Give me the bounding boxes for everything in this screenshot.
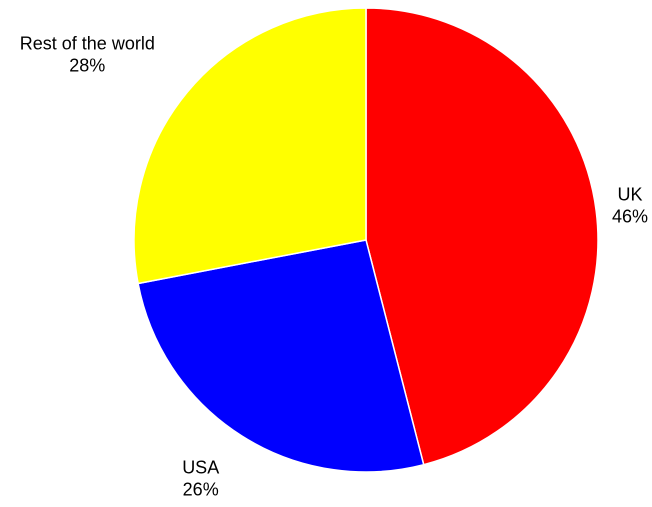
pie-label-name: USA — [182, 457, 219, 477]
pie-label-name: UK — [617, 185, 642, 205]
pie-slice-rest-of-the-world — [133, 7, 367, 285]
pie-slice-usa — [137, 239, 425, 473]
pie-label-value: 28% — [69, 55, 105, 75]
pie-slices — [133, 7, 599, 473]
pie-label-value: 46% — [612, 207, 648, 227]
pie-slice-uk — [365, 7, 599, 466]
pie-label-value: 26% — [183, 479, 219, 499]
pie-label-name: Rest of the world — [20, 33, 155, 53]
